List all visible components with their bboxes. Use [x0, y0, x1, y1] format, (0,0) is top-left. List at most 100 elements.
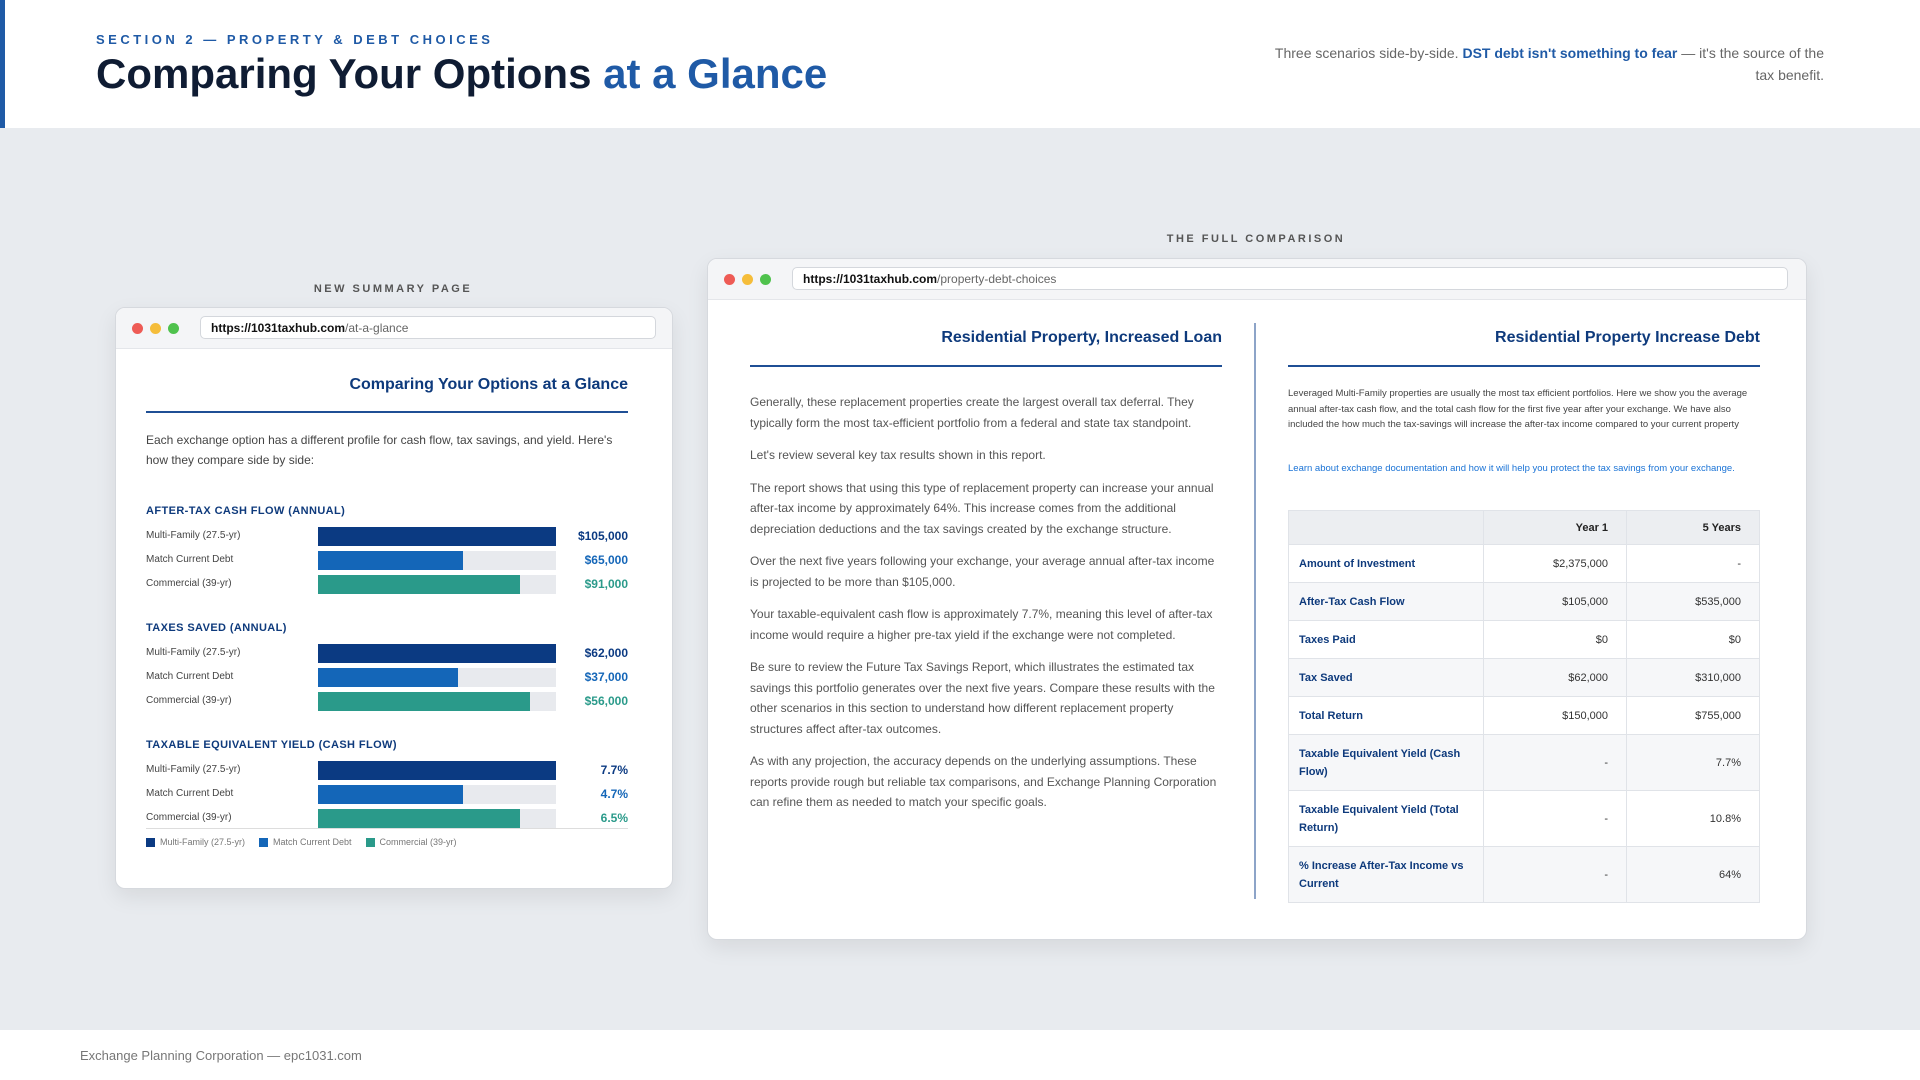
minimize-window-dot[interactable]: [742, 274, 753, 285]
comparison-table: Year 1 5 Years Amount of Investment $2,37…: [1288, 510, 1760, 903]
summary-caption: NEW SUMMARY PAGE: [313, 283, 473, 295]
bar-fill: [318, 527, 556, 546]
body-paragraph: Generally, these replacement properties …: [750, 395, 1194, 430]
bar-track: [318, 527, 556, 546]
url-path: /property-debt-choices: [937, 272, 1057, 286]
table-cell-year1: $105,000: [1482, 582, 1628, 621]
page-footer: Exchange Planning Corporation — epc1031.…: [0, 1030, 1920, 1080]
bar-row: Multi-Family (27.5-yr) 7.7%: [146, 759, 628, 783]
bar-row: Commercial (39-yr) 6.5%: [146, 807, 628, 831]
bar-track: [318, 809, 556, 828]
table-cell-5years: $310,000: [1626, 658, 1760, 697]
bar-fill: [318, 551, 464, 570]
table-row-label: Amount of Investment: [1288, 544, 1484, 583]
table-header-5years: 5 Years: [1626, 510, 1760, 545]
table-row-label: Total Return: [1288, 696, 1484, 735]
address-bar[interactable]: https://1031taxhub.com/at-a-glance: [200, 316, 656, 339]
table-row: Amount of Investment $2,375,000-: [1288, 544, 1760, 583]
maximize-window-dot[interactable]: [168, 323, 179, 334]
body-paragraph: Your taxable-equivalent cash flow is app…: [750, 607, 1213, 642]
left-column-rule: [750, 365, 1222, 367]
bar-track: [318, 551, 556, 570]
intro-bold: DST debt isn't something to fear: [1462, 45, 1678, 61]
section-kicker: SECTION 2 — PROPERTY & DEBT CHOICES: [96, 32, 494, 47]
table-row: Taxable Equivalent Yield (Cash Flow) -7.7…: [1288, 734, 1760, 791]
page-intro: Three scenarios side-by-side. DST debt i…: [1264, 42, 1824, 86]
bar-group: AFTER-TAX CASH FLOW (ANNUAL) Multi-Family…: [146, 505, 628, 597]
bar-track: [318, 668, 556, 687]
url-path: /at-a-glance: [345, 321, 409, 335]
bar-row: Commercial (39-yr) $56,000: [146, 690, 628, 714]
bar-row: Match Current Debt 4.7%: [146, 783, 628, 807]
table-cell-year1: $62,000: [1482, 658, 1628, 697]
legend-item: Commercial (39-yr): [365, 837, 457, 847]
close-window-dot[interactable]: [724, 274, 735, 285]
footer-text: Exchange Planning Corporation — epc1031.…: [80, 1048, 362, 1063]
bar-label: Multi-Family (27.5-yr): [146, 530, 241, 541]
table-cell-5years: 64%: [1626, 846, 1760, 903]
left-column-body: Generally, these replacement properties …: [750, 392, 1222, 825]
maximize-window-dot[interactable]: [760, 274, 771, 285]
column-divider: [1254, 323, 1256, 899]
table-row-label: % Increase After-Tax Income vs Current: [1288, 846, 1484, 903]
bar-track: [318, 575, 556, 594]
url-domain: https://1031taxhub.com: [211, 321, 346, 335]
table-row-label: Taxable Equivalent Yield (Total Return): [1288, 790, 1484, 847]
bar-fill: [318, 668, 459, 687]
bar-label: Multi-Family (27.5-yr): [146, 647, 241, 658]
legend-item: Multi-Family (27.5-yr): [146, 837, 245, 847]
summary-title: Comparing Your Options at a Glance: [349, 376, 628, 393]
bar-group-title: TAXABLE EQUIVALENT YIELD (CASH FLOW): [146, 739, 397, 751]
table-row: Tax Saved $62,000 $310,000: [1288, 658, 1760, 697]
body-paragraph: Be sure to review the Future Tax Savings…: [750, 660, 1215, 736]
close-window-dot[interactable]: [132, 323, 143, 334]
bar-value: $56,000: [584, 694, 628, 708]
bar-group: TAXES SAVED (ANNUAL) Multi-Family (27.5-y…: [146, 622, 628, 714]
bar-label: Commercial (39-yr): [146, 695, 232, 706]
table-row-label: Taxable Equivalent Yield (Cash Flow): [1288, 734, 1484, 791]
table-cell-year1: $150,000: [1482, 696, 1628, 735]
bar-row: Multi-Family (27.5-yr) $62,000: [146, 642, 628, 666]
summary-intro: Each exchange option has a different pro…: [146, 433, 613, 467]
page-title: Comparing Your Options at a Glance: [96, 50, 827, 98]
right-column-intro: Leveraged Multi-Family properties are us…: [1288, 388, 1748, 430]
bar-row: Multi-Family (27.5-yr) $105,000: [146, 525, 628, 549]
bar-track: [318, 692, 556, 711]
bar-value: $105,000: [577, 529, 628, 543]
table-cell-year1: -: [1482, 790, 1628, 847]
legend-label: Match Current Debt: [273, 837, 352, 847]
bar-group: TAXABLE EQUIVALENT YIELD (CASH FLOW) Mult…: [146, 739, 628, 831]
table-cell-year1: $2,375,000: [1482, 544, 1628, 583]
bar-label: Match Current Debt: [146, 788, 234, 799]
bar-fill: [318, 575, 521, 594]
table-cell-year1: $0: [1482, 620, 1628, 659]
table-header-year1: Year 1: [1482, 510, 1628, 545]
header-accent-bar: [0, 0, 5, 128]
right-column-title: Residential Property Increase Debt: [1495, 329, 1760, 346]
bar-track: [318, 644, 556, 663]
bar-value: $62,000: [584, 646, 628, 660]
bar-fill: [318, 644, 556, 663]
table-row-label: Taxes Paid: [1288, 620, 1484, 659]
page-title-highlight: at a Glance: [603, 50, 828, 97]
table-header-row: Year 1 5 Years: [1288, 510, 1760, 545]
table-row: Taxable Equivalent Yield (Total Return) -…: [1288, 790, 1760, 847]
bar-row: Commercial (39-yr) $91,000: [146, 573, 628, 597]
minimize-window-dot[interactable]: [150, 323, 161, 334]
legend-swatch: [259, 837, 269, 847]
address-bar[interactable]: https://1031taxhub.com/property-debt-cho…: [792, 267, 1788, 290]
bar-value: 4.7%: [600, 787, 628, 801]
bar-fill: [318, 809, 521, 828]
bar-track: [318, 761, 556, 780]
documentation-link[interactable]: Learn about exchange documentation and h…: [1288, 463, 1735, 474]
summary-page: Comparing Your Options at a Glance Each …: [116, 348, 672, 888]
table-row: % Increase After-Tax Income vs Current -6…: [1288, 846, 1760, 903]
table-row-label: Tax Saved: [1288, 658, 1484, 697]
body-paragraph: As with any projection, the accuracy dep…: [750, 754, 1217, 809]
bar-fill: [318, 785, 464, 804]
left-column-title: Residential Property, Increased Loan: [941, 329, 1222, 346]
table-header-blank: [1288, 510, 1484, 545]
browser-chrome: https://1031taxhub.com/property-debt-cho…: [708, 259, 1806, 300]
body-paragraph: Let's review several key tax results sho…: [750, 448, 1046, 462]
bar-fill: [318, 761, 556, 780]
